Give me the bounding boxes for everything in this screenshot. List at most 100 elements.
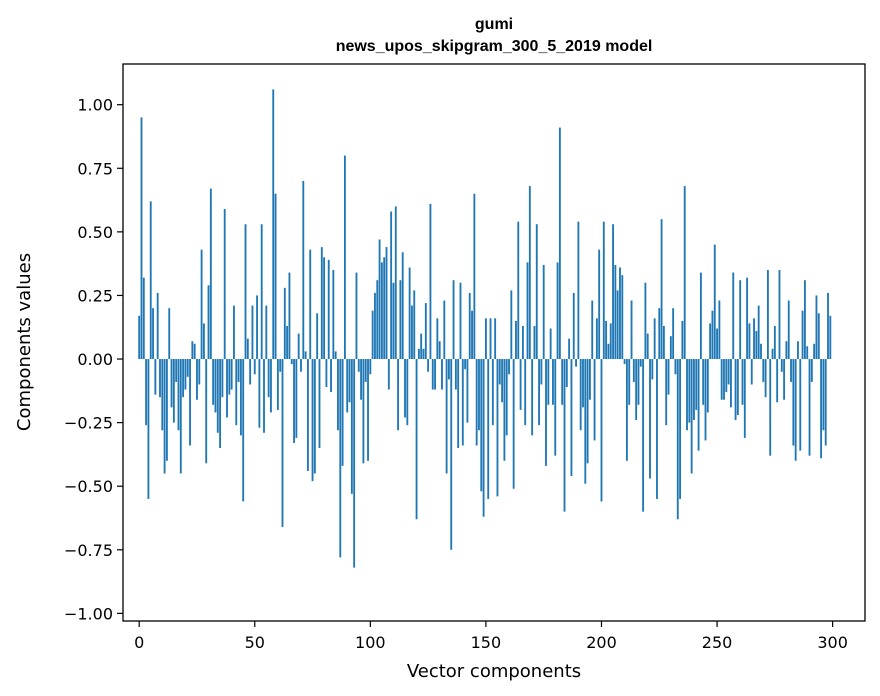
bar (205, 359, 208, 464)
bar (660, 219, 663, 360)
bar (494, 318, 497, 360)
bar (184, 359, 187, 390)
bar (824, 359, 827, 446)
bar (249, 359, 252, 385)
bar (422, 348, 425, 360)
bar (810, 359, 813, 382)
bar (725, 359, 728, 393)
bar (357, 359, 360, 372)
bar (790, 359, 792, 382)
bar (480, 359, 483, 492)
bar (686, 359, 688, 431)
bar (399, 280, 402, 360)
bar (378, 239, 381, 360)
bar (549, 328, 552, 360)
bar (438, 341, 441, 360)
bar (697, 359, 700, 451)
bar (429, 203, 432, 360)
bar (170, 359, 173, 408)
bar (658, 308, 661, 360)
y-tick-label: 0.25 (77, 286, 113, 305)
bar (251, 305, 254, 360)
x-tick-label: 100 (355, 633, 386, 652)
bar (263, 359, 265, 433)
y-tick-label: 0.50 (77, 223, 113, 242)
bar (582, 359, 584, 408)
bar (307, 359, 309, 471)
bar (156, 292, 159, 360)
bar (563, 359, 566, 512)
bar (755, 331, 758, 360)
bar (260, 224, 263, 360)
bar (475, 359, 478, 446)
bar (383, 257, 386, 360)
bar (274, 193, 277, 360)
bar (757, 305, 760, 360)
bar (196, 359, 198, 400)
bar (521, 325, 524, 360)
bar (827, 292, 829, 360)
bar (244, 224, 247, 360)
bar (783, 359, 786, 400)
x-tick-label: 50 (245, 633, 265, 652)
bar (681, 320, 684, 360)
bar (431, 359, 434, 390)
bar (413, 290, 416, 360)
bar (623, 359, 626, 365)
bar (420, 333, 423, 360)
bar (376, 280, 379, 360)
bar (598, 249, 601, 360)
bar (741, 359, 744, 405)
bar (496, 359, 499, 497)
bar (478, 359, 480, 431)
bar (547, 359, 550, 405)
bar (362, 359, 365, 464)
bar (628, 359, 631, 405)
bar (595, 318, 598, 360)
bar (787, 300, 790, 360)
bar (443, 300, 446, 360)
x-tick-label: 250 (702, 633, 733, 652)
bar (371, 310, 374, 360)
bar (457, 359, 460, 449)
x-axis-label: Vector components (407, 661, 581, 682)
bar (219, 359, 222, 449)
y-tick-label: −1.00 (64, 604, 113, 623)
bar (161, 359, 164, 431)
bar (152, 308, 154, 360)
bar (612, 224, 614, 360)
bar (297, 333, 300, 360)
bar (311, 359, 314, 482)
bar (593, 359, 596, 441)
bar (320, 247, 323, 360)
bar (524, 359, 527, 426)
bar (619, 267, 621, 360)
bar (554, 359, 557, 456)
bar (154, 359, 157, 395)
bar (313, 359, 316, 474)
bar (369, 359, 372, 375)
bar (653, 318, 656, 360)
bar (337, 359, 339, 431)
bar (813, 343, 816, 360)
bar (762, 359, 765, 382)
bar (531, 359, 534, 436)
bar (766, 270, 769, 360)
y-tick-label: 1.00 (77, 96, 113, 115)
bar (304, 351, 307, 360)
bar (644, 282, 647, 360)
bar (464, 359, 467, 370)
bar (621, 275, 624, 360)
bar (242, 359, 245, 502)
bar (676, 359, 679, 520)
bar (535, 224, 538, 360)
bar (450, 359, 453, 550)
bar (607, 343, 610, 360)
bar (202, 323, 205, 360)
bar (295, 359, 298, 438)
bar (565, 359, 568, 388)
bar (739, 280, 742, 360)
bar (246, 338, 249, 360)
bar (651, 359, 654, 380)
